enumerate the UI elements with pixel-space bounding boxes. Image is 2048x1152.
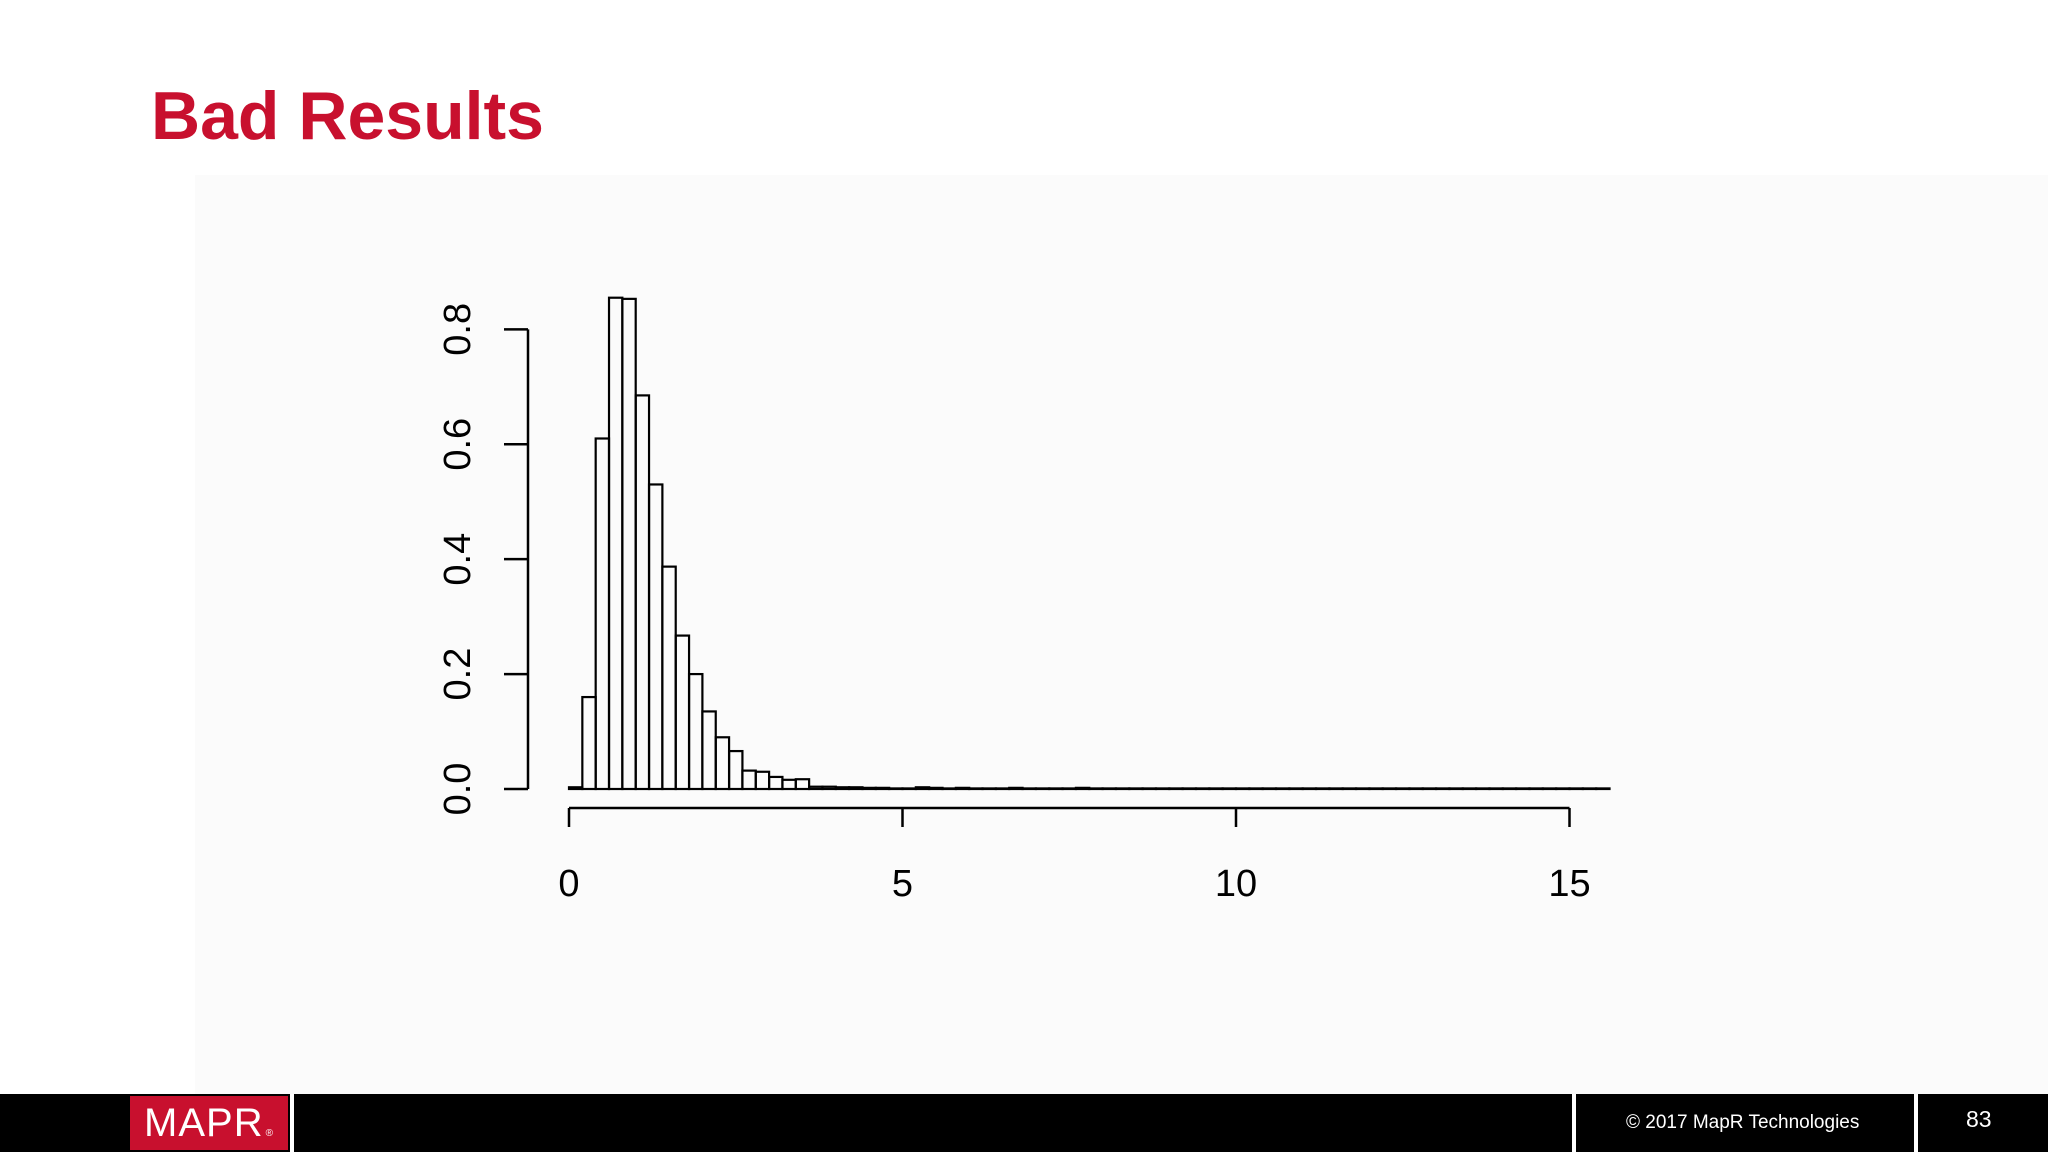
histogram-bar bbox=[634, 394, 651, 791]
histogram-bar bbox=[1368, 787, 1384, 791]
histogram-bar bbox=[781, 778, 797, 791]
y-tick-label: 0.4 bbox=[437, 533, 479, 586]
footer-divider bbox=[290, 1094, 294, 1152]
histogram-bar bbox=[1301, 787, 1318, 791]
histogram-bar bbox=[1074, 786, 1091, 791]
y-tick-label: 0.6 bbox=[437, 418, 479, 471]
histogram-bar bbox=[954, 786, 971, 791]
histogram-bar bbox=[741, 769, 757, 791]
histogram-bar bbox=[874, 786, 891, 791]
histogram-bar bbox=[607, 296, 624, 791]
histogram-bar bbox=[1101, 787, 1118, 791]
histogram-bar bbox=[1528, 787, 1544, 791]
histogram-bar bbox=[1555, 787, 1571, 791]
histogram-bar bbox=[1221, 787, 1238, 791]
histogram-bar bbox=[968, 787, 984, 791]
logo-text: MAPR bbox=[144, 1100, 264, 1145]
histogram-bar bbox=[1541, 787, 1558, 791]
x-tick-label: 15 bbox=[1548, 863, 1590, 905]
histogram-bar bbox=[1501, 787, 1518, 791]
histogram-bar bbox=[1034, 787, 1051, 791]
histogram-bar bbox=[567, 786, 584, 791]
histogram-bar bbox=[1248, 787, 1264, 791]
histogram-bar bbox=[581, 695, 597, 791]
histogram-bar bbox=[1354, 787, 1371, 791]
x-tick-label: 5 bbox=[892, 863, 913, 905]
histogram-bar bbox=[674, 634, 691, 791]
histogram-bar bbox=[1581, 787, 1598, 791]
histogram-bar bbox=[1381, 787, 1398, 791]
histogram-bar bbox=[794, 778, 811, 791]
histogram-bar bbox=[1154, 787, 1171, 791]
histogram-bar bbox=[1274, 787, 1291, 791]
histogram-bar bbox=[647, 483, 664, 791]
histogram-bar bbox=[1394, 787, 1411, 791]
histogram-bar bbox=[1341, 787, 1358, 791]
histogram-bar bbox=[821, 785, 837, 791]
histogram-bar bbox=[1314, 787, 1331, 791]
y-tick-label: 0.2 bbox=[437, 648, 479, 701]
histogram-bar bbox=[1128, 787, 1144, 791]
histogram-bar bbox=[1421, 787, 1438, 791]
histogram-bar bbox=[594, 437, 611, 791]
histogram-bar bbox=[1434, 787, 1451, 791]
histogram-bar bbox=[928, 786, 944, 791]
histogram-bar bbox=[848, 786, 864, 791]
logo-registered-mark: ® bbox=[265, 1127, 274, 1139]
mapr-logo: MAPR ® bbox=[130, 1096, 288, 1150]
histogram-bar bbox=[1488, 787, 1504, 791]
histogram-bar bbox=[834, 786, 851, 791]
y-tick-label: 0.8 bbox=[437, 303, 479, 356]
copyright-text: © 2017 MapR Technologies bbox=[1626, 1112, 1860, 1133]
histogram-bar bbox=[1141, 787, 1158, 791]
histogram-bar bbox=[661, 565, 677, 791]
histogram-bar bbox=[914, 786, 931, 791]
page-number: 83 bbox=[1966, 1106, 1992, 1132]
histogram-bar bbox=[941, 787, 957, 791]
histogram-bar bbox=[808, 785, 824, 791]
histogram-bar bbox=[767, 775, 784, 791]
histogram-bar bbox=[994, 787, 1011, 791]
histogram-bar bbox=[621, 297, 637, 791]
slide-title: Bad Results bbox=[151, 78, 544, 154]
histogram-bar bbox=[981, 787, 997, 791]
footer-divider bbox=[1914, 1094, 1918, 1152]
histogram-bar bbox=[1475, 787, 1491, 791]
histogram-bar bbox=[714, 736, 731, 791]
histogram-bar bbox=[1021, 787, 1037, 791]
histogram-bar bbox=[1194, 787, 1211, 791]
histogram-bar bbox=[861, 786, 877, 791]
slide-background bbox=[195, 175, 2048, 1095]
histogram-bar bbox=[1048, 787, 1064, 791]
histogram-bar bbox=[1181, 787, 1198, 791]
histogram-bar bbox=[1008, 786, 1024, 791]
histogram-bar bbox=[1448, 787, 1464, 791]
histogram-bar bbox=[1261, 787, 1278, 791]
x-tick-label: 10 bbox=[1215, 863, 1257, 905]
histogram-bar bbox=[1328, 787, 1344, 791]
histogram-bar bbox=[1568, 787, 1584, 791]
histogram-bar bbox=[1234, 787, 1251, 791]
histogram-bar bbox=[1088, 787, 1104, 791]
histogram-bar bbox=[1168, 787, 1184, 791]
histogram-bar bbox=[1208, 787, 1224, 791]
histogram-bar bbox=[1595, 787, 1611, 791]
y-tick-label: 0.0 bbox=[437, 763, 479, 816]
histogram-bar bbox=[754, 770, 771, 791]
footer-divider bbox=[1572, 1094, 1576, 1152]
histogram-bar bbox=[687, 672, 704, 791]
footer-bar: MAPR ® © 2017 MapR Technologies 83 bbox=[0, 1094, 2048, 1152]
histogram-bar bbox=[1408, 787, 1424, 791]
histogram-bar bbox=[701, 710, 717, 791]
histogram-bar bbox=[727, 749, 744, 791]
histogram-bar bbox=[1288, 787, 1304, 791]
histogram-bar bbox=[888, 787, 904, 791]
histogram-bar bbox=[901, 787, 917, 791]
histogram-bar bbox=[1515, 787, 1531, 791]
histogram-bar bbox=[1461, 787, 1478, 791]
histogram-bar bbox=[1114, 787, 1131, 791]
histogram-bar bbox=[1061, 787, 1078, 791]
x-tick-label: 0 bbox=[558, 863, 579, 905]
